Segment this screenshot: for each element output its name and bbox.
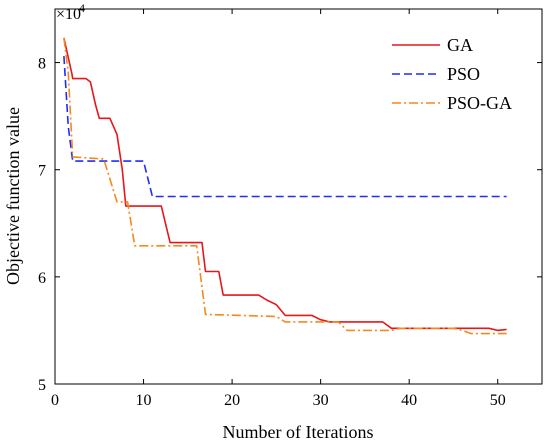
plot-frame [54,8,543,385]
legend-label-pso-ga: PSO-GA [447,93,512,113]
y-tick-label: 6 [38,270,46,287]
series-line-pso-ga [63,37,507,335]
x-tick-label: 30 [313,392,329,409]
y-tick-label: 7 [38,163,46,180]
y-axis-title: Objective function value [3,107,23,285]
y-tick-label: 5 [38,377,46,394]
series-layer [63,37,507,335]
ticks-layer: 0 10 20 30 40 50 5 6 7 8 [38,9,542,409]
x-axis-title: Number of Iterations [223,422,374,442]
legend: GA PSO PSO-GA [392,35,512,113]
x-tick-label: 0 [51,392,59,409]
x-tick-label: 10 [136,392,152,409]
legend-label-pso: PSO [447,64,480,84]
series-line-pso [63,56,507,198]
y-axis-exponent-value: 4 [79,1,85,15]
y-axis-multiplier: ×10 [56,6,81,23]
x-tick-label: 50 [490,392,506,409]
x-tick-label: 40 [401,392,417,409]
x-tick-label: 20 [224,392,240,409]
y-axis-exponent: ×10 4 [56,1,85,23]
y-tick-label: 8 [38,56,46,73]
legend-label-ga: GA [447,35,473,55]
series-line-ga [63,37,507,332]
